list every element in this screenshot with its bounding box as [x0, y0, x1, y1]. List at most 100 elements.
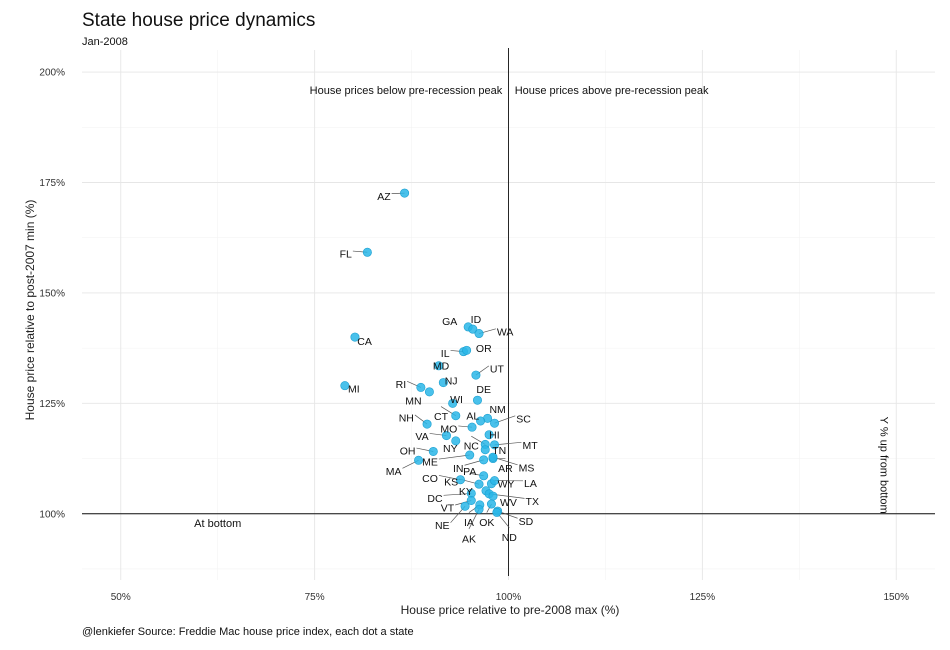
- data-point: [490, 476, 500, 486]
- state-label: AL: [466, 411, 479, 423]
- state-label: ID: [471, 314, 482, 326]
- data-point: [488, 491, 498, 501]
- state-label: MA: [386, 466, 402, 478]
- state-label: NM: [489, 404, 505, 416]
- label-connector: [438, 454, 470, 460]
- annotation-label: House prices above pre-recession peak: [515, 85, 709, 97]
- state-label: AZ: [377, 191, 391, 203]
- x-axis-label: House price relative to pre-2008 max (%): [401, 603, 620, 617]
- data-point: [451, 436, 461, 446]
- state-label: NH: [399, 412, 414, 424]
- axis-ticks: 50% 75% 100% 125% 150% 100% 125% 150% 175% 200%: [39, 68, 909, 603]
- data-point: [476, 416, 486, 426]
- state-label: KS: [444, 476, 458, 488]
- y-tick-label: 150%: [39, 288, 65, 299]
- data-point: [438, 378, 448, 388]
- annotations: House prices below pre-recession peak Hou…: [194, 85, 890, 530]
- state-label: NY: [443, 443, 458, 455]
- data-point: [492, 507, 502, 517]
- state-label: DE: [476, 384, 491, 396]
- data-point: [460, 501, 470, 511]
- state-label: MT: [522, 440, 538, 452]
- state-label: NJ: [445, 375, 458, 387]
- data-point: [488, 452, 498, 462]
- data-point: [474, 479, 484, 489]
- data-point: [474, 504, 484, 514]
- data-point: [466, 495, 476, 505]
- state-label: MN: [405, 396, 421, 408]
- data-point: [451, 411, 461, 421]
- y-tick-label: 200%: [39, 68, 65, 79]
- state-label: UT: [490, 363, 505, 375]
- data-point: [428, 446, 438, 456]
- state-label: SD: [519, 516, 534, 528]
- state-label: TN: [492, 445, 506, 457]
- annotation-label: At bottom: [194, 518, 241, 530]
- state-label: DC: [427, 493, 443, 505]
- state-label: WI: [450, 394, 463, 406]
- data-point: [472, 395, 482, 405]
- data-point: [479, 455, 489, 465]
- data-point: [462, 345, 472, 355]
- data-point: [480, 445, 490, 455]
- data-point: [471, 370, 481, 380]
- state-label: WY: [498, 479, 515, 491]
- data-point: [490, 440, 500, 450]
- state-label: LA: [524, 478, 537, 490]
- state-label: IN: [453, 463, 464, 475]
- data-point: [455, 475, 465, 485]
- state-label: RI: [396, 379, 407, 391]
- state-label: VA: [415, 431, 428, 443]
- state-label: PA: [463, 466, 476, 478]
- y-tick-label: 175%: [39, 178, 65, 189]
- state-label: MD: [433, 360, 450, 372]
- state-labels: AZ FL GA ID WA CA IL OR MD UT NJ RI MI DE MN WI NM NH CT AL…: [340, 191, 539, 545]
- state-label: NC: [464, 441, 480, 453]
- data-point: [490, 418, 500, 428]
- x-tick-label: 150%: [883, 592, 909, 603]
- state-label: TX: [526, 496, 539, 508]
- state-label: WA: [497, 326, 514, 338]
- label-connector: [494, 441, 522, 446]
- data-point: [350, 332, 360, 342]
- state-label: WV: [500, 497, 517, 509]
- state-label: IA: [464, 517, 474, 529]
- state-label: KY: [459, 486, 473, 498]
- data-point: [468, 324, 478, 334]
- data-point: [465, 450, 475, 460]
- annotation-label: Y % up from bottom: [878, 417, 890, 514]
- source-caption: @lenkiefer Source: Freddie Mac house pri…: [82, 626, 414, 638]
- data-point: [434, 361, 444, 371]
- state-label: MI: [348, 384, 360, 396]
- data-point: [422, 419, 432, 429]
- data-points: [340, 188, 503, 517]
- state-label: CT: [434, 411, 449, 423]
- x-tick-label: 100%: [496, 592, 522, 603]
- state-label: OH: [400, 446, 416, 458]
- label-connector: [443, 493, 472, 496]
- annotation-label: House prices below pre-recession peak: [310, 85, 503, 97]
- data-point: [400, 188, 410, 198]
- state-label: CA: [357, 336, 372, 348]
- state-label: VT: [441, 503, 455, 515]
- state-label: SC: [516, 413, 531, 425]
- data-point: [362, 247, 372, 257]
- y-axis-label: House price relative to post-2007 min (%…: [23, 200, 37, 421]
- y-tick-label: 100%: [39, 509, 65, 520]
- state-label: NE: [435, 520, 450, 532]
- data-point: [474, 329, 484, 339]
- state-label: CO: [422, 473, 438, 485]
- state-label: MS: [519, 462, 535, 474]
- state-label: OR: [476, 343, 492, 355]
- state-label: ND: [502, 532, 518, 544]
- reference-lines: [82, 48, 935, 576]
- data-point: [486, 499, 496, 509]
- data-point: [340, 381, 350, 391]
- data-point: [441, 431, 451, 441]
- chart-title: State house price dynamics: [82, 10, 316, 31]
- state-label: FL: [340, 249, 352, 261]
- state-label: GA: [442, 316, 457, 328]
- chart-subtitle: Jan-2008: [82, 36, 128, 48]
- data-point: [479, 471, 489, 481]
